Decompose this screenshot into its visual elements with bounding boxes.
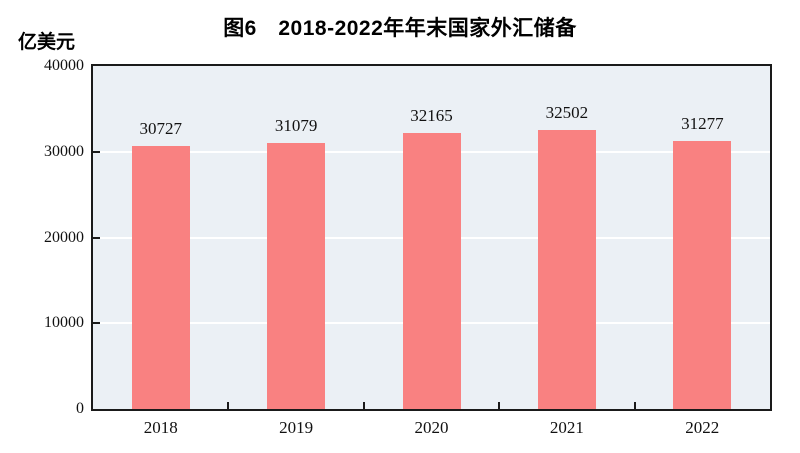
bar-series: 30727 31079 32165 32502 31277 [93,66,770,409]
bar-slot-2022: 31277 [635,66,770,409]
bar-value-label-2019: 31079 [274,115,318,135]
y-tick-mark-10000 [93,322,100,325]
bar-2020 [402,133,461,409]
x-tick-mark-3 [498,402,501,409]
x-tick-label-2022: 2022 [685,418,720,437]
y-tick-mark-30000 [93,150,100,153]
bar-2019 [267,142,326,409]
y-tick-label-40000: 40000 [44,57,84,74]
bar-slot-2018: 30727 [93,66,228,409]
chart-title: 图6 2018-2022年年末国家外汇储备 [223,17,577,40]
bar-value-label-2018: 30727 [139,118,182,138]
y-tick-mark-20000 [93,236,100,239]
x-tick-label-2020: 2020 [414,418,449,437]
bar-2022 [673,140,732,409]
y-tick-label-10000: 10000 [44,314,84,332]
x-tick-mark-1 [227,402,230,409]
x-tick-mark-2 [362,402,365,409]
x-tick-mark-4 [633,402,636,409]
bar-slot-2021: 32502 [499,66,634,409]
bar-slot-2020: 32165 [364,66,499,409]
bar-slot-2019: 31079 [228,66,363,409]
x-tick-label-2021: 2021 [549,418,584,437]
bar-2021 [537,130,596,409]
bar-value-label-2020: 32165 [410,106,453,126]
y-axis-unit-label: 亿美元 [18,32,76,53]
y-tick-label-20000: 20000 [44,228,84,246]
y-tick-label-30000: 30000 [44,142,84,160]
plot-area: 30727 31079 32165 32502 31277 [91,64,772,411]
bar-value-label-2021: 32502 [545,103,589,123]
x-tick-label-2018: 2018 [143,418,178,437]
x-tick-label-2019: 2019 [279,418,314,437]
bar-2018 [131,145,190,409]
bar-value-label-2022: 31277 [681,113,724,133]
y-tick-label-0: 0 [76,400,84,417]
